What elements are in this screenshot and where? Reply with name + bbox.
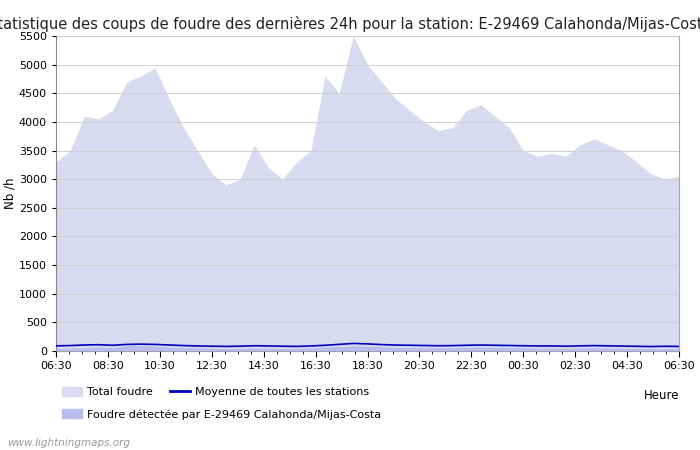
Legend: Total foudre, Moyenne de toutes les stations: Total foudre, Moyenne de toutes les stat…: [62, 387, 369, 397]
Text: www.lightningmaps.org: www.lightningmaps.org: [7, 437, 130, 447]
Y-axis label: Nb /h: Nb /h: [3, 178, 16, 209]
Text: Heure: Heure: [643, 389, 679, 402]
Text: Statistique des coups de foudre des dernières 24h pour la station: E-29469 Calah: Statistique des coups de foudre des dern…: [0, 16, 700, 32]
Legend: Foudre détectée par E-29469 Calahonda/Mijas-Costa: Foudre détectée par E-29469 Calahonda/Mi…: [62, 409, 382, 420]
